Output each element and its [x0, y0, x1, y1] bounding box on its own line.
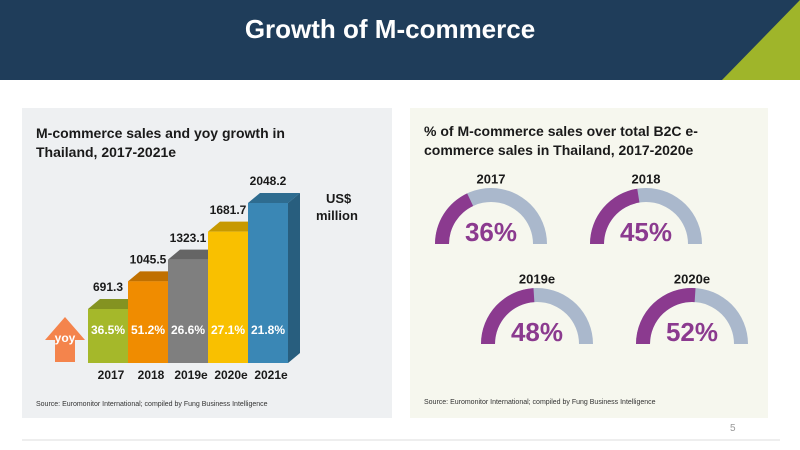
header-accent	[722, 0, 800, 80]
gauge-label: 48%	[511, 317, 563, 347]
value-label: 2048.2	[250, 174, 287, 188]
slide-title: Growth of M-commerce	[244, 14, 536, 44]
unit-label: US$ million	[316, 191, 358, 223]
header-band	[0, 0, 800, 80]
yoy-label: 27.1%	[211, 323, 245, 337]
gauge-category: 2019e	[519, 271, 555, 286]
x-tick-label: 2021e	[254, 368, 288, 382]
yoy-label: 51.2%	[131, 323, 165, 337]
bar-top-shade	[128, 271, 180, 282]
gauge-label: 45%	[620, 217, 672, 247]
x-tick-label: 2018	[138, 368, 165, 382]
bar-top	[128, 271, 180, 282]
gauge-value	[435, 193, 474, 244]
gauge-label: 52%	[666, 317, 718, 347]
yoy-label: 26.6%	[171, 323, 205, 337]
yoy-label: 21.8%	[251, 323, 285, 337]
yoy-label: 36.5%	[91, 323, 125, 337]
bar-top-shade	[88, 298, 140, 309]
yoy-arrow-label: yoy	[55, 331, 76, 345]
gauge-value	[590, 188, 640, 244]
bar-top	[168, 249, 220, 260]
value-label: 1323.1	[170, 231, 207, 245]
bar-top-shade	[208, 221, 260, 232]
bar-top	[248, 193, 300, 203]
bar	[168, 259, 208, 363]
source-note: Source: Euromonitor International; compi…	[424, 399, 656, 406]
bar	[248, 203, 288, 363]
bar-side	[288, 193, 300, 363]
gauge-value	[481, 288, 535, 344]
x-tick-label: 2017	[98, 368, 125, 382]
chart-title: % of M-commerce sales over total B2C e-c…	[424, 123, 698, 158]
value-label: 1681.7	[210, 203, 247, 217]
page-number: 5	[730, 423, 736, 434]
bar-side-shade	[288, 193, 300, 363]
bar	[128, 281, 168, 363]
chart-title: M-commerce sales and yoy growth in Thail…	[36, 125, 285, 160]
bar-top	[208, 221, 260, 232]
bar	[208, 231, 248, 363]
source-note: Source: Euromonitor International; compi…	[36, 401, 268, 408]
yoy-arrow	[45, 317, 85, 362]
bar-top-shade	[248, 193, 300, 203]
gauge-category: 2018	[632, 171, 661, 186]
gauge-category: 2020e	[674, 271, 710, 286]
gauge-category: 2017	[477, 171, 506, 186]
x-tick-label: 2020e	[214, 368, 248, 382]
value-label: 1045.5	[130, 253, 167, 267]
right-panel	[410, 108, 768, 418]
bar-top	[88, 298, 140, 309]
gauge-value	[636, 288, 696, 344]
bar	[88, 308, 128, 363]
gauge-label: 36%	[465, 217, 517, 247]
x-tick-label: 2019e	[174, 368, 208, 382]
bar-top-shade	[168, 249, 220, 260]
value-label: 691.3	[93, 280, 123, 294]
